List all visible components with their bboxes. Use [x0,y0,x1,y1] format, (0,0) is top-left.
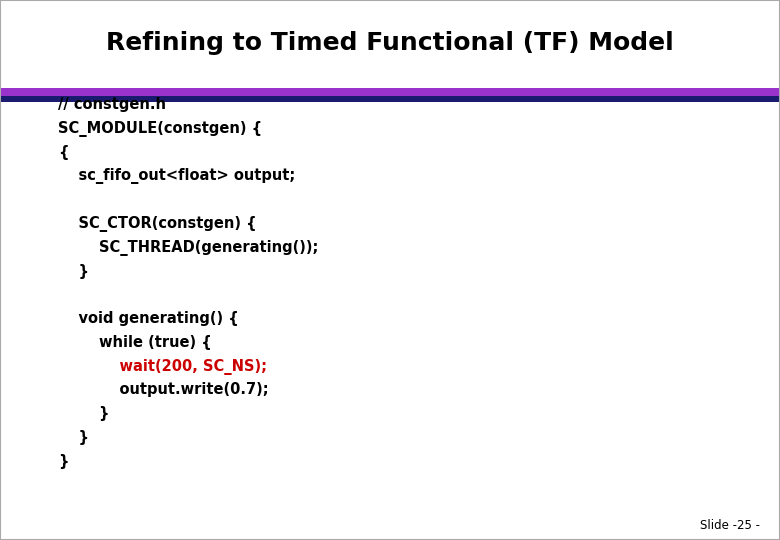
Text: }: } [58,454,69,469]
Bar [0,516,780,540]
Text: SC_MODULE(constgen) {: SC_MODULE(constgen) { [58,121,263,137]
Text: Refining to Timed Functional (TF) Model: Refining to Timed Functional (TF) Model [106,31,674,55]
Text: sc_fifo_out<float> output;: sc_fifo_out<float> output; [58,168,296,185]
Text: Slide -25 -: Slide -25 - [700,519,760,532]
Bar [0,88,780,96]
Text: void generating() {: void generating() { [58,311,239,326]
Text: output.write(0.7);: output.write(0.7); [58,382,269,397]
Text: SC_THREAD(generating());: SC_THREAD(generating()); [58,240,319,256]
Text: SC_CTOR(constgen) {: SC_CTOR(constgen) { [58,216,257,232]
Bar [0,102,780,516]
Text: while (true) {: while (true) { [58,335,212,350]
Text: }: } [58,406,110,421]
Bar [0,0,780,89]
Bar [0,96,780,102]
Text: }: } [58,264,90,279]
Text: }: } [58,430,90,445]
Text: // constgen.h: // constgen.h [58,97,166,112]
Text: wait(200, SC_NS);: wait(200, SC_NS); [58,359,268,375]
Text: {: { [58,145,69,160]
